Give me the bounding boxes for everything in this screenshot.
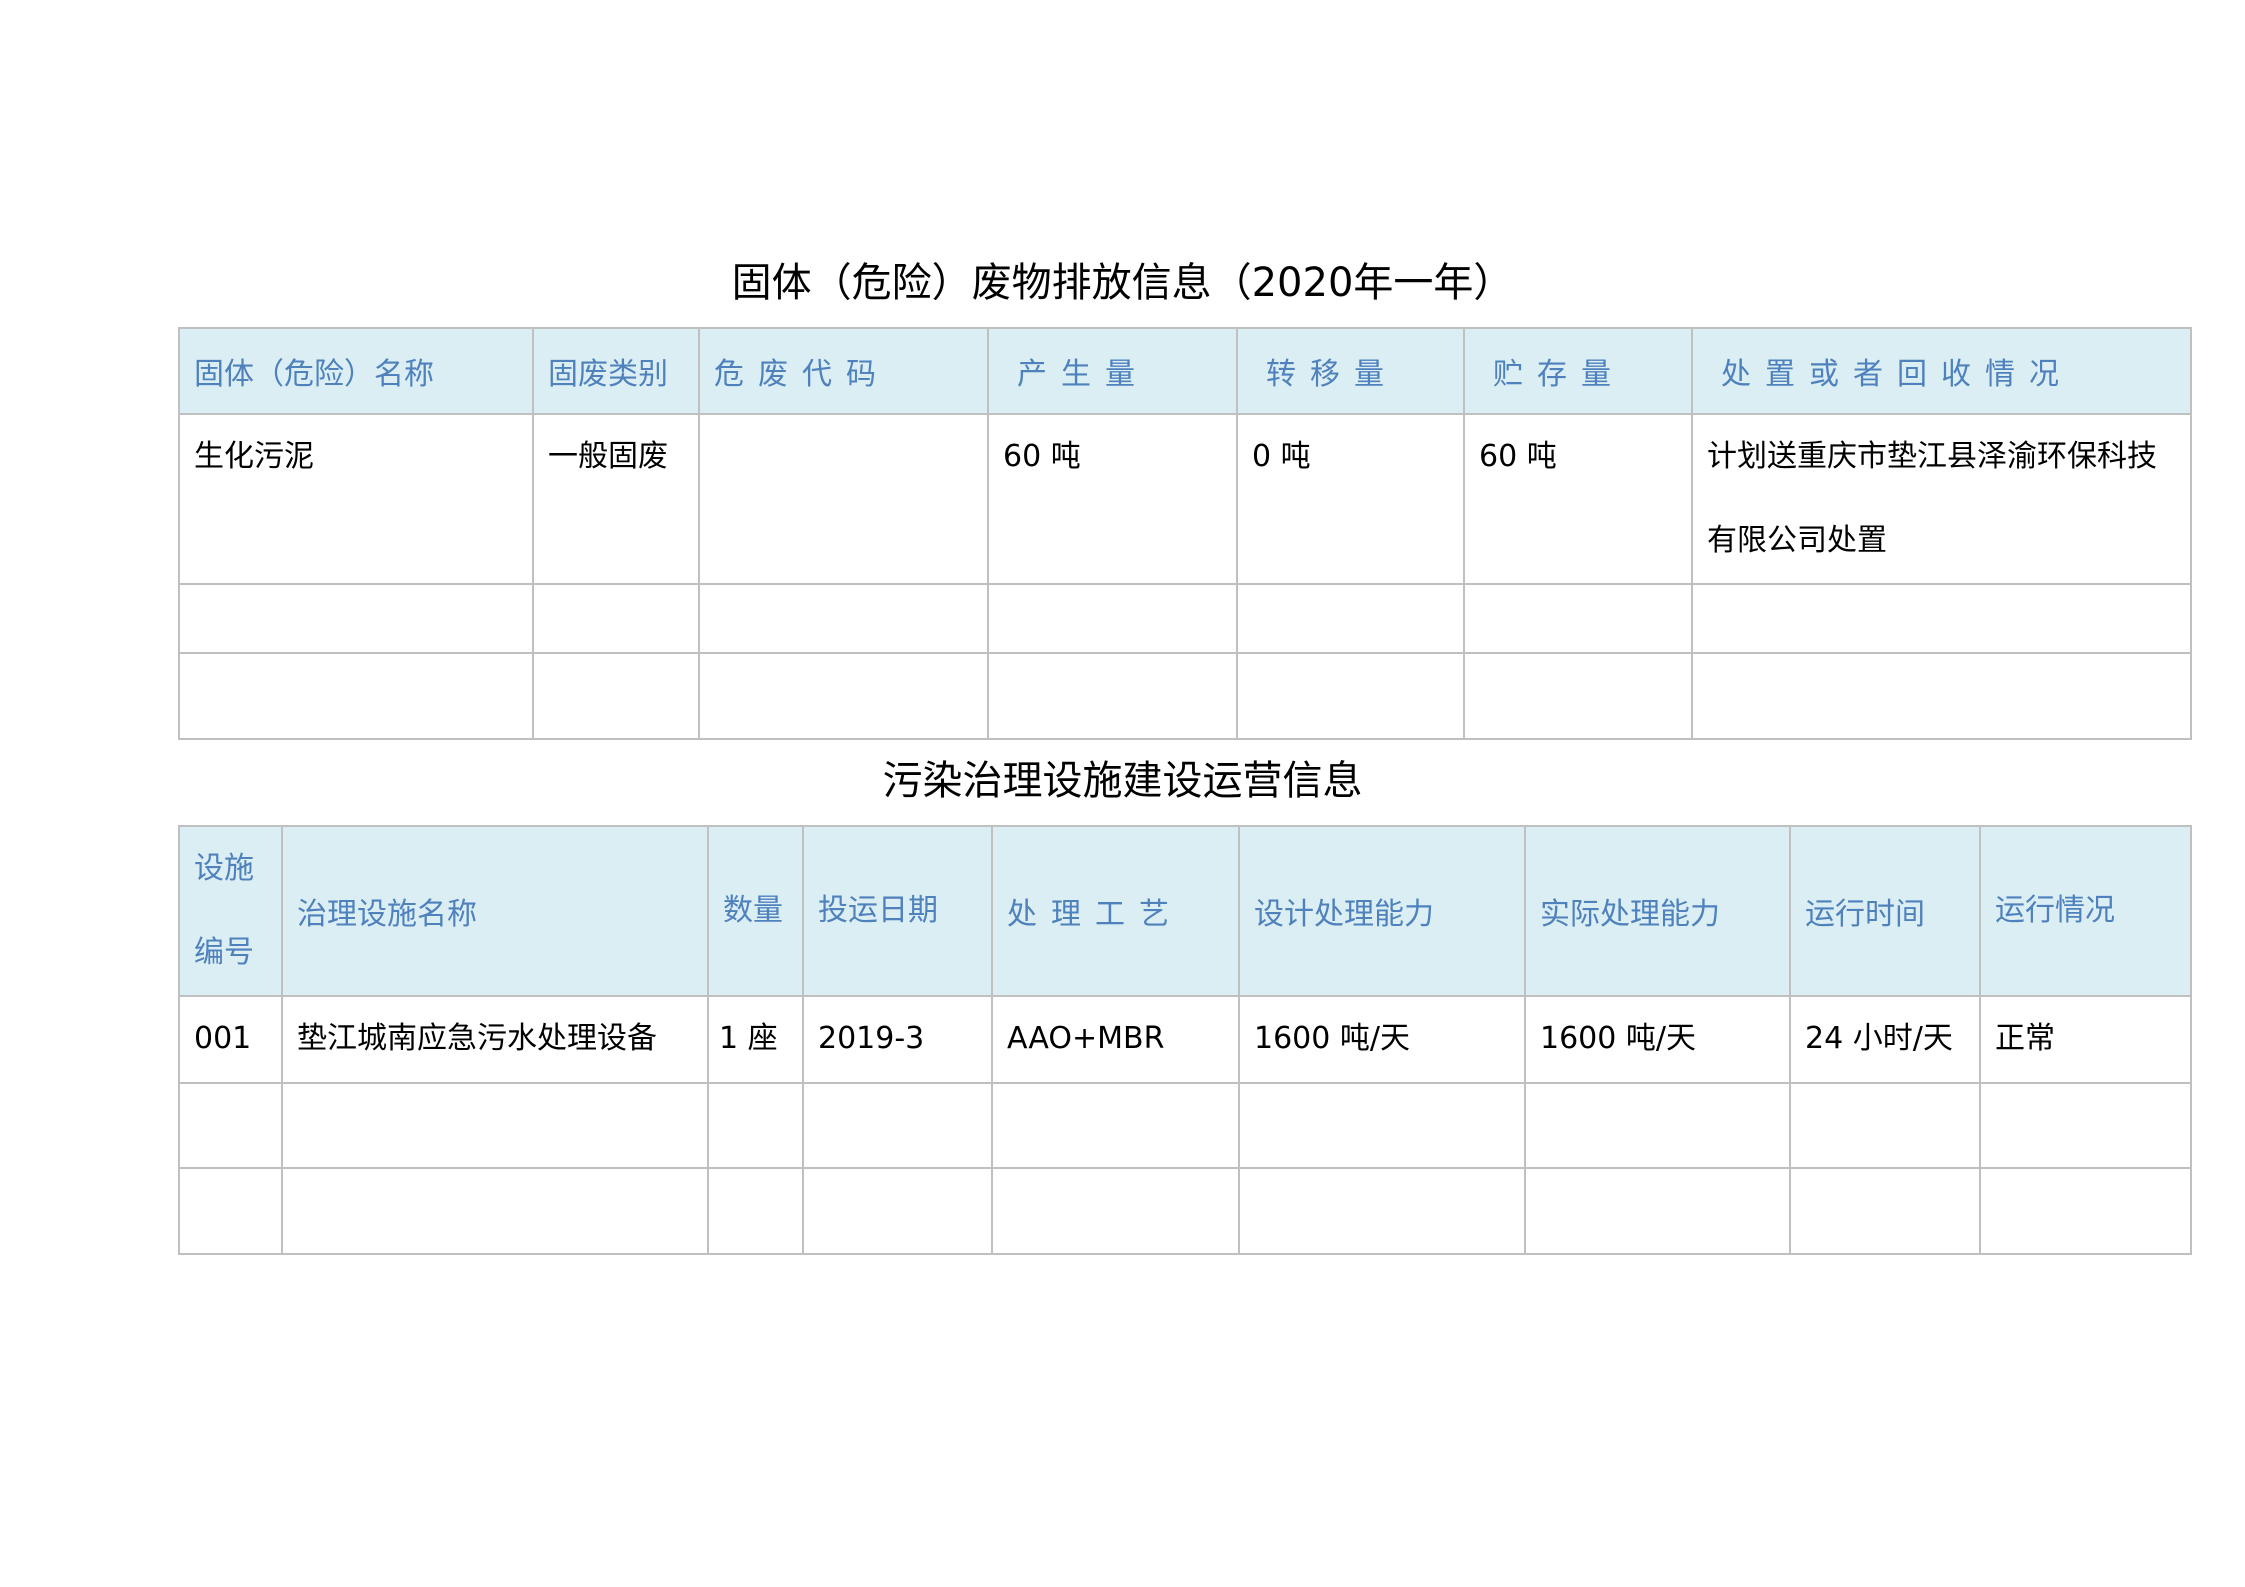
cell: 1600 吨/天 <box>1238 995 1526 1084</box>
header-category: 固废类别 <box>532 327 700 415</box>
cell <box>707 1167 804 1255</box>
cell <box>991 1082 1240 1169</box>
cell: 1600 吨/天 <box>1524 995 1791 1084</box>
cell <box>1463 583 1693 654</box>
cell: 生化污泥 <box>178 413 534 585</box>
header-name: 固体（危险）名称 <box>178 327 534 415</box>
header-process: 处理工艺 <box>991 825 1240 997</box>
header-code: 危废代码 <box>698 327 989 415</box>
cell <box>698 652 989 740</box>
cell <box>1238 1167 1526 1255</box>
cell <box>1463 652 1693 740</box>
cell: 2019-3 <box>802 995 993 1084</box>
cell: 60 吨 <box>1463 413 1693 585</box>
cell <box>1236 652 1465 740</box>
header-quantity: 数量 <box>707 825 804 997</box>
cell <box>1238 1082 1526 1169</box>
cell <box>987 583 1238 654</box>
header-run-time: 运行时间 <box>1789 825 1981 997</box>
cell <box>698 583 989 654</box>
cell: 垫江城南应急污水处理设备 <box>281 995 709 1084</box>
header-produced: 产生量 <box>987 327 1238 415</box>
solid-waste-table: 固体（危险）名称 固废类别 危废代码 产生量 转移量 贮存量 处置或者回收情况 … <box>178 327 2192 740</box>
header-start-date: 投运日期 <box>802 825 993 997</box>
header-disposal: 处置或者回收情况 <box>1691 327 2192 415</box>
section1-title: 固体（危险）废物排放信息（2020年一年） <box>731 260 1514 306</box>
cell <box>707 1082 804 1169</box>
cell <box>1524 1167 1791 1255</box>
cell: 60 吨 <box>987 413 1238 585</box>
cell <box>1691 652 2192 740</box>
cell <box>698 413 989 585</box>
cell: 001 <box>178 995 283 1084</box>
cell <box>991 1167 1240 1255</box>
table-header-row: 设施编号 治理设施名称 数量 投运日期 处理工艺 设计处理能力 实际处理能力 运… <box>178 825 2192 997</box>
cell <box>1236 583 1465 654</box>
cell <box>1979 1082 2192 1169</box>
header-status: 运行情况 <box>1979 825 2192 997</box>
cell: AAO+MBR <box>991 995 1240 1084</box>
table-row <box>178 652 2192 740</box>
header-actual-capacity: 实际处理能力 <box>1524 825 1791 997</box>
cell <box>802 1167 993 1255</box>
cell <box>1789 1167 1981 1255</box>
cell <box>987 652 1238 740</box>
cell <box>178 652 534 740</box>
cell: 计划送重庆市垫江县泽渝环保科技有限公司处置 <box>1691 413 2192 585</box>
cell <box>281 1082 709 1169</box>
cell: 正常 <box>1979 995 2192 1084</box>
cell <box>1789 1082 1981 1169</box>
cell <box>178 1082 283 1169</box>
section2-title: 污染治理设施建设运营信息 <box>882 758 1363 804</box>
cell <box>532 583 700 654</box>
table-header-row: 固体（危险）名称 固废类别 危废代码 产生量 转移量 贮存量 处置或者回收情况 <box>178 327 2192 415</box>
table-row: 001 垫江城南应急污水处理设备 1 座 2019-3 AAO+MBR 1600… <box>178 995 2192 1084</box>
cell: 1 座 <box>707 995 804 1084</box>
header-facility-name: 治理设施名称 <box>281 825 709 997</box>
table-row <box>178 583 2192 654</box>
facility-table: 设施编号 治理设施名称 数量 投运日期 处理工艺 设计处理能力 实际处理能力 运… <box>178 825 2192 1255</box>
header-stored: 贮存量 <box>1463 327 1693 415</box>
cell <box>1524 1082 1791 1169</box>
cell: 一般固废 <box>532 413 700 585</box>
table-row: 生化污泥 一般固废 60 吨 0 吨 60 吨 计划送重庆市垫江县泽渝环保科技有… <box>178 413 2192 585</box>
header-transferred: 转移量 <box>1236 327 1465 415</box>
cell <box>1979 1167 2192 1255</box>
cell <box>802 1082 993 1169</box>
cell <box>1691 583 2192 654</box>
header-design-capacity: 设计处理能力 <box>1238 825 1526 997</box>
table-row <box>178 1167 2192 1255</box>
table-row <box>178 1082 2192 1169</box>
cell <box>281 1167 709 1255</box>
cell <box>178 1167 283 1255</box>
cell: 0 吨 <box>1236 413 1465 585</box>
cell <box>532 652 700 740</box>
cell <box>178 583 534 654</box>
header-id: 设施编号 <box>178 825 283 997</box>
cell: 24 小时/天 <box>1789 995 1981 1084</box>
